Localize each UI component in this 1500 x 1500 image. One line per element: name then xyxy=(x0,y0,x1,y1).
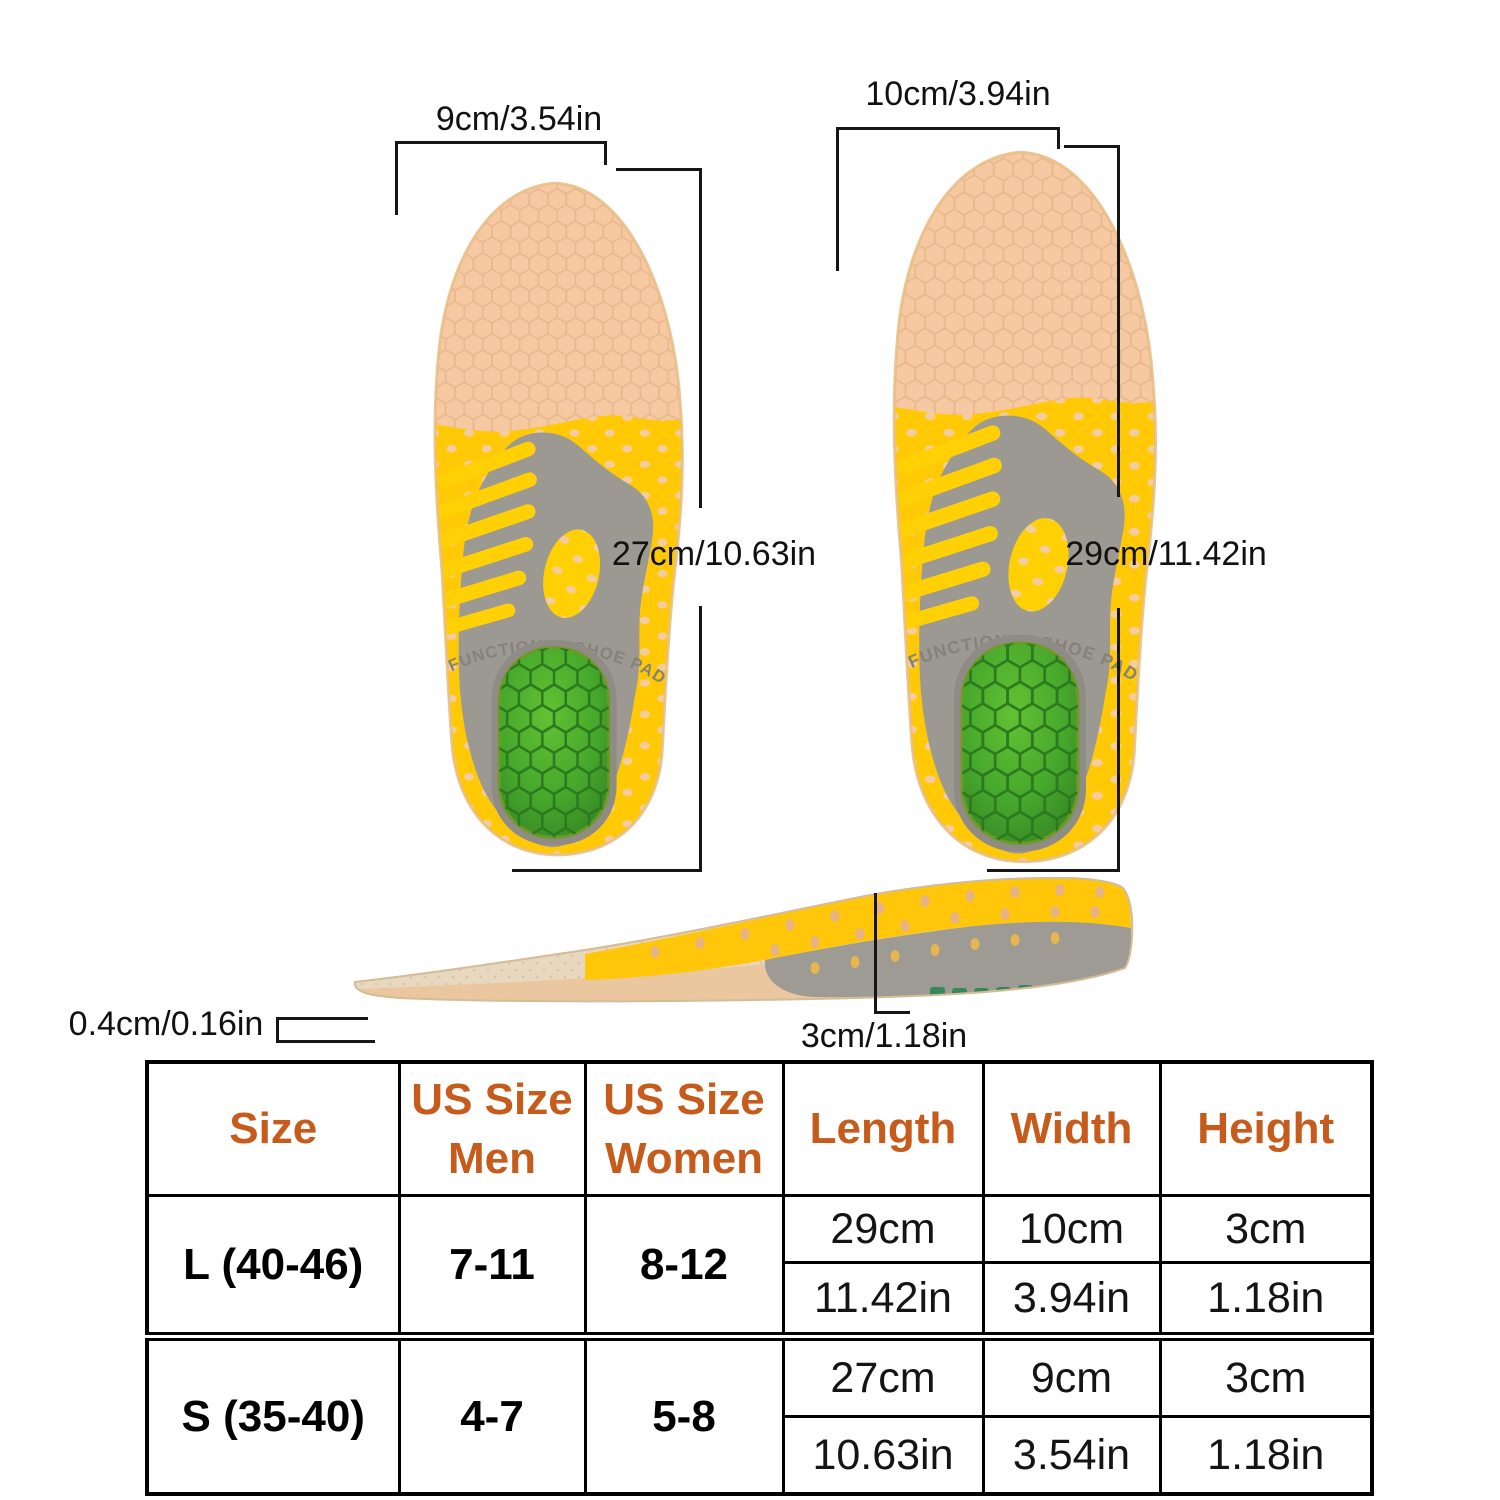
cell-us-men-large: 7-11 xyxy=(397,1194,587,1338)
cell-length-cm-small: 27cm xyxy=(781,1332,985,1418)
header-width: Width xyxy=(981,1060,1162,1197)
dimension-line-large-length-upper xyxy=(1117,145,1120,497)
size-chart-table: Size US Size Men US Size Women Length Wi… xyxy=(145,1060,1374,1496)
cell-height-cm-small: 3cm xyxy=(1158,1332,1374,1418)
cell-length-cm-large: 29cm xyxy=(781,1194,985,1264)
dimension-tick xyxy=(395,141,398,215)
cell-width-in-small: 3.54in xyxy=(981,1415,1162,1496)
cell-size-large: L (40-46) xyxy=(145,1194,401,1338)
dimension-line-heel-height xyxy=(874,893,877,1013)
dimension-line-heel-height-foot xyxy=(874,1011,910,1014)
dimension-tick xyxy=(1057,127,1060,149)
insole-top-view-large xyxy=(846,144,1198,870)
header-us-size-women: US Size Women xyxy=(583,1060,785,1197)
dimension-line-thickness-join xyxy=(276,1017,279,1043)
table-row-small-in: 10.63in 3.54in 1.18in xyxy=(147,1415,1374,1496)
dimension-line-small-length-foot xyxy=(512,869,702,872)
header-size: Size xyxy=(145,1060,401,1197)
table-header-row: Size US Size Men US Size Women Length Wi… xyxy=(145,1060,1374,1197)
cell-width-cm-large: 10cm xyxy=(981,1194,1162,1264)
cell-us-men-small: 4-7 xyxy=(397,1332,587,1496)
table-row-large-in: 11.42in 3.94in 1.18in xyxy=(147,1261,1374,1338)
header-height: Height xyxy=(1158,1060,1374,1197)
cell-us-women-large: 8-12 xyxy=(583,1194,785,1338)
insole-top-view-small xyxy=(390,175,722,863)
header-length: Length xyxy=(781,1060,985,1197)
dimension-line-small-width xyxy=(395,141,607,144)
label-front-thickness: 0.4cm/0.16in xyxy=(68,1005,264,1043)
dimension-line-large-width xyxy=(836,127,1060,130)
cell-width-in-large: 3.94in xyxy=(981,1261,1162,1338)
insole-side-view xyxy=(353,876,1134,1003)
dimension-line-large-length-jog xyxy=(1064,145,1120,148)
table-row-small-cm: S (35-40) 4-7 5-8 27cm 9cm 3cm xyxy=(145,1332,1374,1496)
cell-width-cm-small: 9cm xyxy=(981,1332,1162,1418)
dimension-line-small-length-lower xyxy=(699,606,702,872)
dimension-line-thickness-bottom xyxy=(276,1040,375,1043)
dimension-line-thickness-top xyxy=(276,1017,368,1020)
dimension-line-large-length-lower xyxy=(1117,608,1120,872)
dimension-tick xyxy=(836,127,839,271)
dimension-line-small-length-upper xyxy=(699,168,702,508)
label-large-width: 10cm/3.94in xyxy=(865,75,1051,113)
dimension-tick xyxy=(604,141,607,165)
label-large-length: 29cm/11.42in xyxy=(1065,535,1267,573)
cell-length-in-small: 10.63in xyxy=(781,1415,985,1496)
cell-height-in-small: 1.18in xyxy=(1158,1415,1374,1496)
table-row-large-cm: L (40-46) 7-11 8-12 29cm 10cm 3cm xyxy=(145,1194,1374,1338)
label-small-width: 9cm/3.54in xyxy=(435,100,603,138)
cell-length-in-large: 11.42in xyxy=(781,1261,985,1338)
cell-size-small: S (35-40) xyxy=(145,1332,401,1496)
dimension-line-small-length-jog xyxy=(616,168,702,171)
header-us-size-men: US Size Men xyxy=(397,1060,587,1197)
cell-height-in-large: 1.18in xyxy=(1158,1261,1374,1338)
cell-height-cm-large: 3cm xyxy=(1158,1194,1374,1264)
cell-us-women-small: 5-8 xyxy=(583,1332,785,1496)
label-heel-height: 3cm/1.18in xyxy=(800,1017,968,1055)
label-small-length: 27cm/10.63in xyxy=(611,535,817,573)
dimension-line-large-length-foot xyxy=(987,869,1120,872)
